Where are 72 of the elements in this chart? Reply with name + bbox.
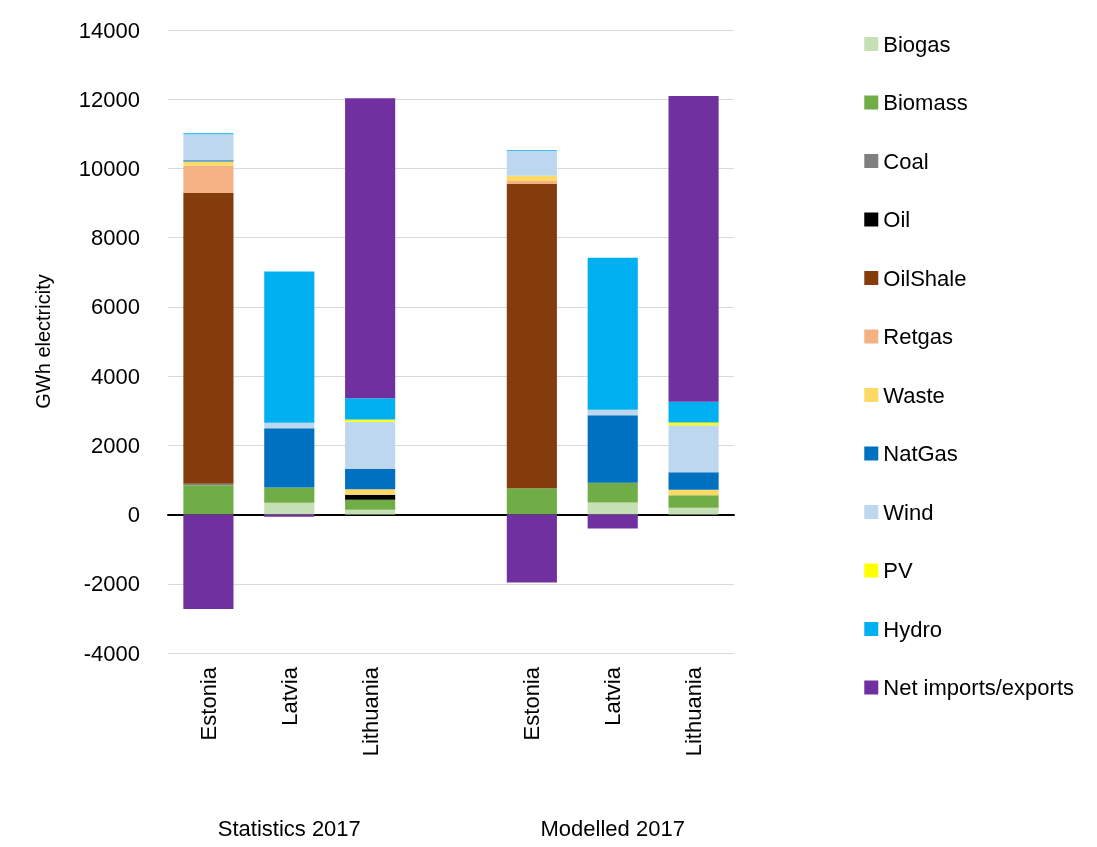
legend-label: Oil: [883, 207, 911, 232]
bar: [264, 487, 315, 503]
bar: [668, 401, 719, 423]
legend-label: Waste: [883, 382, 945, 408]
x-tick-label: Lithuania: [681, 666, 707, 757]
y-tick-label: 12000: [78, 86, 140, 112]
bar: [668, 425, 719, 473]
legend-label: OilShale: [883, 265, 967, 291]
legend-label: Wind: [883, 499, 934, 525]
bar: [587, 514, 638, 529]
bar: [183, 193, 234, 484]
bar: [345, 398, 396, 420]
bar: [345, 509, 396, 515]
bar: [183, 485, 234, 515]
bar: [345, 494, 396, 500]
bar: [345, 421, 396, 469]
y-tick-label: 14000: [78, 17, 140, 43]
x-tick-label: Estonia: [195, 666, 221, 741]
x-tick-label: Lithuania: [357, 666, 383, 757]
legend-label: NatGas: [883, 441, 958, 466]
bar: [183, 514, 234, 610]
bar: [506, 488, 557, 515]
bar: [345, 489, 396, 495]
legend-label: Coal: [883, 148, 929, 174]
bar: [668, 96, 719, 402]
bar: [668, 472, 719, 490]
x-tick-label: Latvia: [600, 666, 626, 726]
legend-label: PV: [883, 558, 913, 583]
bar: [587, 257, 638, 410]
bar: [183, 165, 234, 194]
legend-label: Net imports/exports: [883, 675, 1075, 700]
y-tick-label: 2000: [91, 432, 140, 458]
bar: [668, 422, 719, 426]
y-tick-label: -4000: [83, 640, 140, 666]
y-tick-label: 4000: [91, 363, 140, 389]
bar: [264, 422, 315, 429]
bar: [506, 184, 557, 489]
bar: [506, 150, 557, 176]
bar: [183, 161, 234, 166]
bar: [668, 489, 719, 496]
bar: [587, 482, 638, 503]
bar: [264, 271, 315, 423]
bar: [345, 499, 396, 510]
text: Statistics 2017: [217, 815, 361, 841]
bar: [264, 502, 315, 515]
legend-label: Biomass: [883, 90, 968, 115]
legend-label: Biogas: [883, 31, 951, 57]
bar: [264, 514, 315, 517]
bar: [345, 419, 396, 422]
bar: [506, 180, 557, 185]
bar: [345, 98, 396, 399]
y-tick-label: -2000: [83, 571, 140, 597]
bar: [264, 428, 315, 488]
legend-label: Hydro: [883, 616, 942, 642]
bar: [587, 409, 638, 416]
bar: [668, 495, 719, 508]
text: Modelled 2017: [540, 815, 685, 841]
y-tick-label: 6000: [91, 294, 140, 320]
x-tick-label: Latvia: [276, 666, 302, 726]
y-axis-title: GWh electricity: [32, 274, 54, 409]
x-tick-label: Estonia: [519, 666, 545, 741]
y-tick-label: 10000: [78, 155, 140, 181]
bar: [506, 514, 557, 583]
y-tick-label: 0: [127, 502, 140, 528]
bar: [506, 175, 557, 181]
bar: [345, 468, 396, 490]
legend-label: Retgas: [883, 324, 953, 349]
bar: [183, 134, 234, 161]
bar: [587, 415, 638, 483]
bar: [587, 502, 638, 515]
y-tick-label: 8000: [91, 225, 140, 251]
bar: [668, 507, 719, 515]
